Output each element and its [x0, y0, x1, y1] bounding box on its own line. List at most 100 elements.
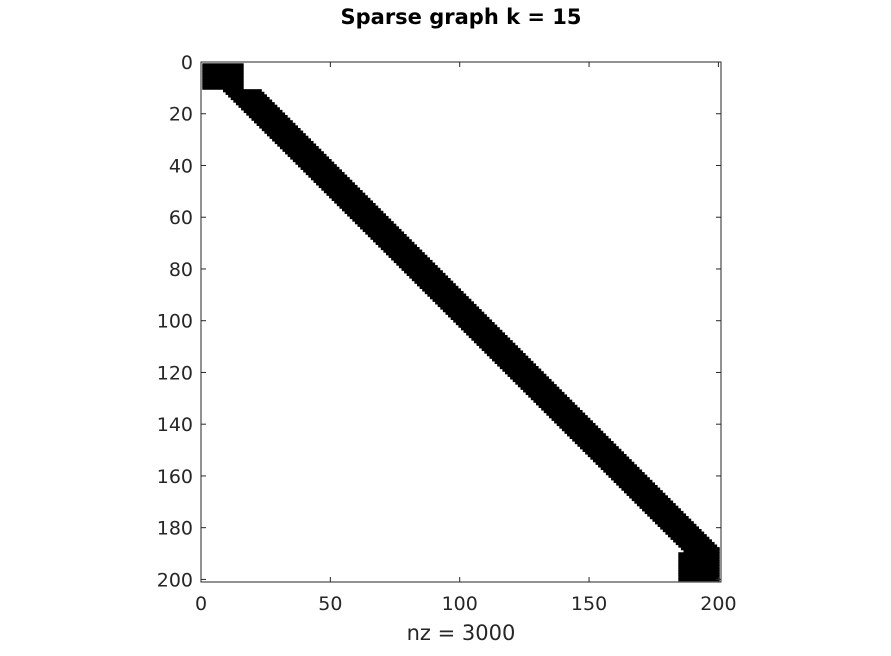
- nonzero-row-157: [600, 466, 640, 471]
- nonzero-row-31: [274, 140, 314, 145]
- nonzero-row-118: [499, 365, 539, 370]
- nonzero-row-80: [401, 267, 441, 271]
- nonzero-row-123: [512, 378, 552, 383]
- nonzero-row-139: [554, 420, 593, 424]
- nonzero-row-89: [424, 290, 464, 295]
- nonzero-row-6: [202, 76, 244, 80]
- nonzero-row-134: [541, 407, 581, 411]
- nonzero-row-103: [461, 327, 500, 331]
- nonzero-row-76: [391, 257, 430, 261]
- nonzero-row-129: [528, 394, 568, 398]
- nonzero-row-14: [230, 96, 270, 101]
- nonzero-row-92: [432, 298, 472, 302]
- nonzero-row-30: [272, 138, 311, 142]
- nonzero-row-169: [631, 497, 671, 502]
- nonzero-row-53: [331, 197, 371, 202]
- nonzero-row-12: [225, 91, 265, 95]
- nonzero-row-166: [623, 490, 663, 494]
- nonzero-row-74: [385, 252, 425, 256]
- nonzero-row-131: [533, 399, 573, 403]
- nonzero-row-2: [202, 65, 244, 70]
- nonzero-row-90: [427, 293, 467, 297]
- nonzero-row-35: [285, 151, 324, 155]
- nonzero-row-185: [673, 539, 712, 543]
- nonzero-row-22: [251, 117, 291, 121]
- nonzero-row-32: [277, 143, 317, 147]
- nonzero-row-93: [435, 301, 474, 305]
- nonzero-row-88: [422, 288, 461, 292]
- nonzero-row-176: [649, 516, 689, 520]
- nonzero-row-117: [497, 363, 537, 367]
- nonzero-row-192: [678, 557, 720, 561]
- nonzero-row-101: [455, 322, 495, 326]
- nonzero-row-195: [678, 565, 720, 569]
- nonzero-row-4: [202, 71, 244, 75]
- y-tick-label-0: 0: [181, 52, 193, 74]
- nonzero-row-127: [523, 389, 562, 393]
- nonzero-row-111: [481, 347, 521, 352]
- nonzero-row-138: [551, 417, 591, 421]
- nonzero-row-72: [380, 246, 420, 251]
- nonzero-row-49: [321, 187, 361, 191]
- y-tick-label-180: 180: [157, 518, 193, 540]
- nonzero-row-39: [295, 161, 335, 165]
- nonzero-row-110: [479, 345, 518, 349]
- chart-title: Sparse graph k = 15: [341, 5, 582, 29]
- y-tick-label-60: 60: [169, 207, 193, 229]
- nonzero-row-9: [202, 83, 244, 88]
- nonzero-row-132: [536, 402, 575, 406]
- nonzero-row-156: [598, 464, 637, 468]
- nonzero-row-62: [354, 221, 394, 225]
- nonzero-row-100: [453, 319, 493, 323]
- nonzero-row-46: [313, 179, 353, 183]
- nonzero-row-159: [605, 472, 645, 476]
- nonzero-row-154: [592, 459, 632, 463]
- nonzero-row-193: [678, 560, 720, 564]
- nonzero-row-38: [292, 159, 332, 163]
- nonzero-row-61: [352, 218, 392, 222]
- nonzero-row-94: [437, 303, 477, 308]
- nonzero-row-70: [375, 241, 415, 245]
- nonzero-row-58: [344, 210, 384, 214]
- nonzero-row-198: [678, 572, 720, 577]
- nonzero-row-172: [639, 505, 679, 509]
- nonzero-row-137: [548, 415, 588, 419]
- nonzero-row-171: [636, 503, 676, 507]
- nonzero-row-186: [675, 541, 715, 546]
- nonzero-row-91: [429, 296, 469, 300]
- y-tick-label-200: 200: [157, 569, 193, 591]
- nonzero-row-64: [360, 226, 399, 230]
- nonzero-row-96: [442, 309, 482, 313]
- nonzero-row-177: [652, 518, 692, 522]
- y-tick-label-160: 160: [157, 466, 193, 488]
- nonzero-row-196: [678, 567, 720, 571]
- nonzero-row-152: [587, 453, 627, 458]
- nonzero-row-7: [202, 78, 244, 83]
- nonzero-row-37: [290, 156, 330, 160]
- nonzero-row-142: [561, 428, 601, 432]
- nonzero-row-184: [670, 536, 710, 540]
- nonzero-row-43: [305, 171, 345, 176]
- axes-box: [200, 61, 722, 583]
- nonzero-row-73: [383, 249, 423, 253]
- nonzero-row-125: [517, 384, 557, 388]
- nonzero-row-191: [678, 554, 720, 559]
- nonzero-row-40: [298, 164, 337, 168]
- nonzero-row-168: [629, 495, 668, 499]
- nonzero-row-8: [202, 81, 244, 85]
- nonzero-row-161: [611, 477, 650, 481]
- nonzero-row-108: [473, 340, 513, 344]
- nonzero-row-164: [618, 484, 658, 489]
- nonzero-row-104: [463, 329, 503, 333]
- nonzero-row-13: [228, 94, 267, 98]
- x-tick-label-50: 50: [318, 593, 342, 615]
- y-tick-label-20: 20: [169, 104, 193, 126]
- nonzero-row-77: [393, 259, 433, 264]
- nonzero-row-3: [202, 68, 244, 72]
- nonzero-row-181: [662, 528, 702, 533]
- nonzero-row-50: [323, 190, 363, 194]
- nonzero-row-34: [282, 148, 322, 152]
- nonzero-row-99: [450, 316, 490, 321]
